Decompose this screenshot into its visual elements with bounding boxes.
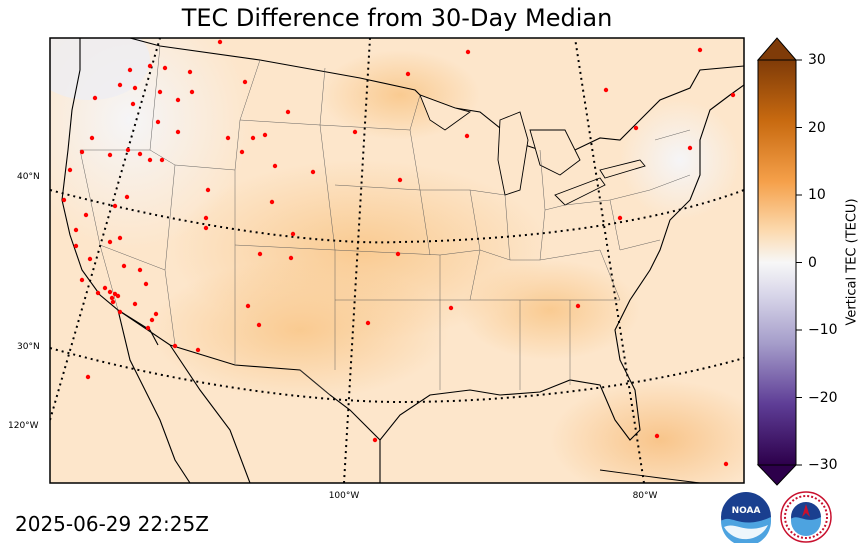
map-title: TEC Difference from 30-Day Median (181, 4, 613, 32)
colorbar-tick-0: 0 (808, 254, 817, 271)
colorbar-tick-neg20: −20 (808, 389, 838, 406)
timestamp: 2025-06-29 22:25Z (15, 512, 209, 536)
nws-logo-icon (780, 491, 832, 543)
station-markers (61, 39, 736, 467)
graticule (50, 38, 744, 483)
colorbar-tick-neg10: −10 (808, 322, 838, 338)
lon-label-80w: 80°W (632, 491, 658, 501)
lon-label-100w: 100°W (328, 491, 360, 501)
colorbar (756, 37, 802, 486)
lat-label-30n: 30°N (17, 342, 40, 352)
lon-label-120w: 120°W (8, 421, 39, 431)
colorbar-tick-30: 30 (808, 52, 826, 68)
tec-field (50, 38, 744, 483)
colorbar-label: Vertical TEC (TECU) (844, 198, 860, 326)
lat-label-40n: 40°N (17, 172, 40, 182)
state-borders (79, 45, 691, 396)
colorbar-tick-neg30: −30 (808, 457, 838, 473)
colorbar-tick-10: 10 (808, 187, 826, 203)
colorbar-tick-20: 20 (808, 119, 826, 136)
map-frame (49, 37, 745, 484)
svg-text:NOAA: NOAA (732, 506, 761, 516)
noaa-logo-icon: NOAA (721, 492, 771, 543)
